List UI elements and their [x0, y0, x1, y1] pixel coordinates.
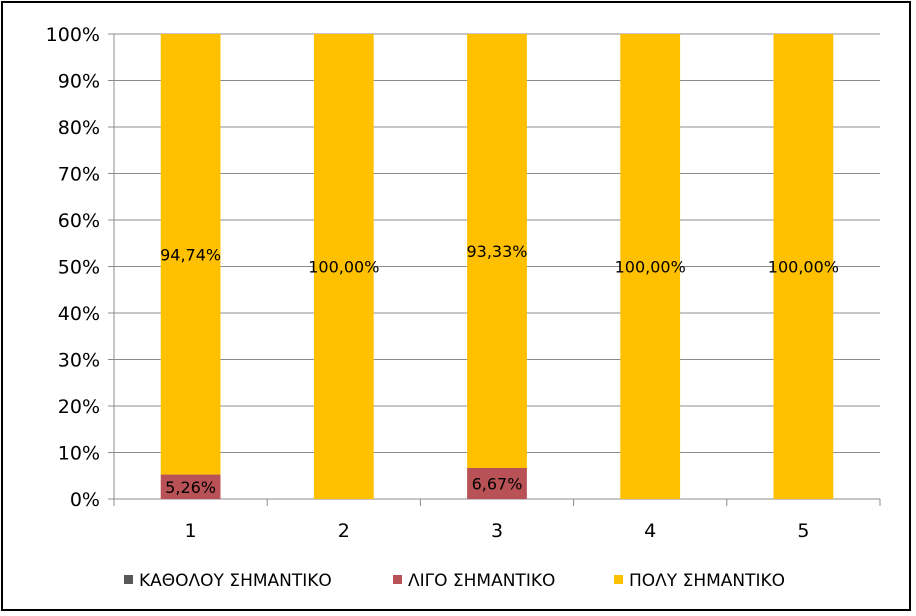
legend-label: ΛΙΓΟ ΣΗΜΑΝΤΙΚΟ [408, 571, 555, 591]
y-axis: 0% 10% 20% 30% 40% 50% 60% 70% 80% 90% 100% [46, 24, 115, 511]
bars [160, 34, 834, 499]
data-labels: 5,26% 94,74% 100,00% 6,67% 93,33% 100,00% 100,… [160, 242, 839, 497]
x-tick-label: 1 [185, 520, 197, 542]
data-label: 93,33% [466, 242, 527, 261]
legend: ΚΑΘΟΛΟΥ ΣΗΜΑΝΤΙΚΟ ΛΙΓΟ ΣΗΜΑΝΤΙΚΟ ΠΟΛΥ ΣΗΜΑ… [124, 571, 785, 591]
y-tick-label: 20% [58, 396, 100, 418]
bar-segment [773, 34, 834, 499]
legend-swatch [124, 575, 133, 584]
y-tick-label: 100% [46, 24, 100, 46]
x-axis: 1 2 3 4 5 [113, 498, 881, 542]
y-tick-label: 90% [58, 71, 100, 93]
x-tick-label: 3 [491, 520, 503, 542]
data-label: 100,00% [308, 258, 379, 277]
y-tick-label: 10% [58, 443, 100, 465]
x-tick-label: 5 [797, 520, 809, 542]
y-tick-label: 60% [58, 210, 100, 232]
data-label: 100,00% [768, 258, 839, 277]
y-tick-label: 80% [58, 117, 100, 139]
bar-segment [313, 34, 374, 499]
y-tick-label: 70% [58, 164, 100, 186]
data-label: 94,74% [160, 245, 221, 264]
y-tick-label: 40% [58, 303, 100, 325]
data-label: 5,26% [165, 478, 216, 497]
data-label: 100,00% [615, 258, 686, 277]
y-tick-label: 30% [58, 350, 100, 372]
bar-segment [620, 34, 681, 499]
data-label: 6,67% [472, 474, 523, 493]
bar-segment [467, 34, 527, 468]
bar-segment [160, 34, 221, 475]
y-tick-label: 50% [58, 257, 100, 279]
y-tick-label: 0% [70, 489, 100, 511]
legend-label: ΚΑΘΟΛΟΥ ΣΗΜΑΝΤΙΚΟ [139, 571, 332, 591]
bar-segment [160, 474, 221, 499]
bar-segment [467, 467, 527, 499]
x-tick-label: 4 [644, 520, 656, 542]
legend-swatch [614, 575, 623, 584]
legend-label: ΠΟΛΥ ΣΗΜΑΝΤΙΚΟ [629, 571, 785, 591]
legend-swatch [393, 575, 402, 584]
x-tick-label: 2 [338, 520, 350, 542]
